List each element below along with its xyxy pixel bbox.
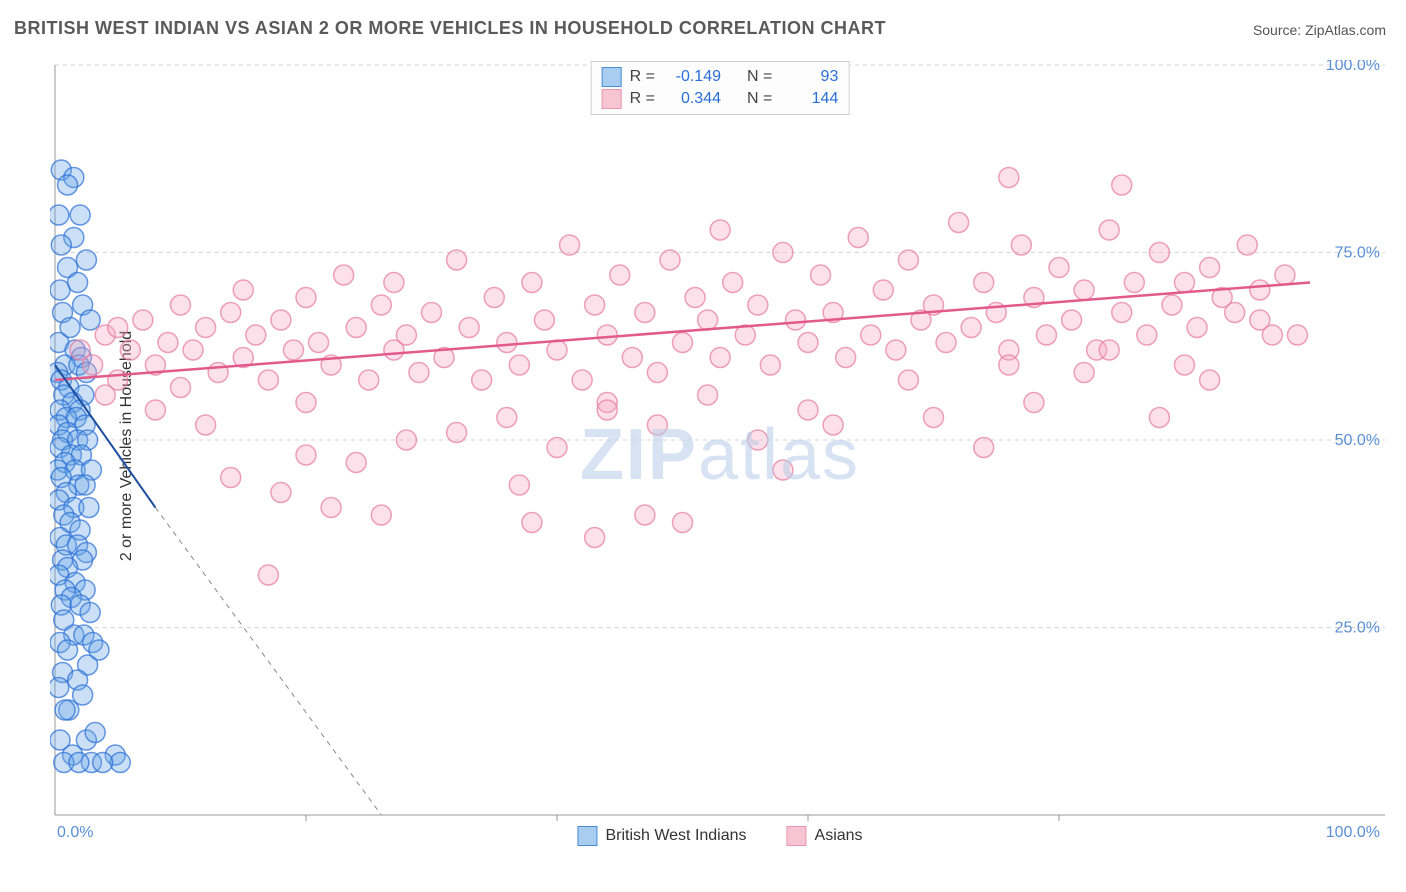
legend-swatch-pink	[787, 826, 807, 846]
stats-legend-row: R = -0.149 N = 93	[602, 66, 839, 88]
svg-text:100.0%: 100.0%	[1326, 824, 1380, 841]
stats-swatch-blue	[602, 67, 622, 87]
scatter-plot-svg: 25.0% 50.0% 75.0% 100.0% 0.0% 100.0%	[50, 60, 1390, 850]
r-value: -0.149	[663, 68, 721, 86]
r-label: R =	[630, 68, 655, 86]
n-value: 93	[780, 68, 838, 86]
series-legend: British West Indians Asians	[577, 826, 862, 846]
source-label: Source: ZipAtlas.com	[1253, 22, 1386, 38]
legend-item-blue: British West Indians	[577, 826, 746, 846]
svg-text:50.0%: 50.0%	[1335, 432, 1380, 449]
n-value: 144	[780, 90, 838, 108]
legend-label: British West Indians	[605, 827, 746, 845]
svg-text:0.0%: 0.0%	[57, 824, 93, 841]
stats-legend-box: R = -0.149 N = 93 R = 0.344 N = 144	[591, 61, 850, 115]
legend-item-pink: Asians	[787, 826, 863, 846]
svg-text:100.0%: 100.0%	[1326, 60, 1380, 74]
source-prefix: Source:	[1253, 22, 1305, 38]
r-value: 0.344	[663, 90, 721, 108]
r-label: R =	[630, 90, 655, 108]
stats-legend-row: R = 0.344 N = 144	[602, 88, 839, 110]
chart-area: R = -0.149 N = 93 R = 0.344 N = 144 ZIPa…	[50, 60, 1390, 850]
n-label: N =	[747, 68, 772, 86]
source-value: ZipAtlas.com	[1305, 22, 1386, 38]
n-label: N =	[747, 90, 772, 108]
svg-text:25.0%: 25.0%	[1335, 620, 1380, 637]
chart-title: BRITISH WEST INDIAN VS ASIAN 2 OR MORE V…	[14, 18, 886, 39]
legend-label: Asians	[815, 827, 863, 845]
svg-text:75.0%: 75.0%	[1335, 245, 1380, 262]
legend-swatch-blue	[577, 826, 597, 846]
stats-swatch-pink	[602, 89, 622, 109]
